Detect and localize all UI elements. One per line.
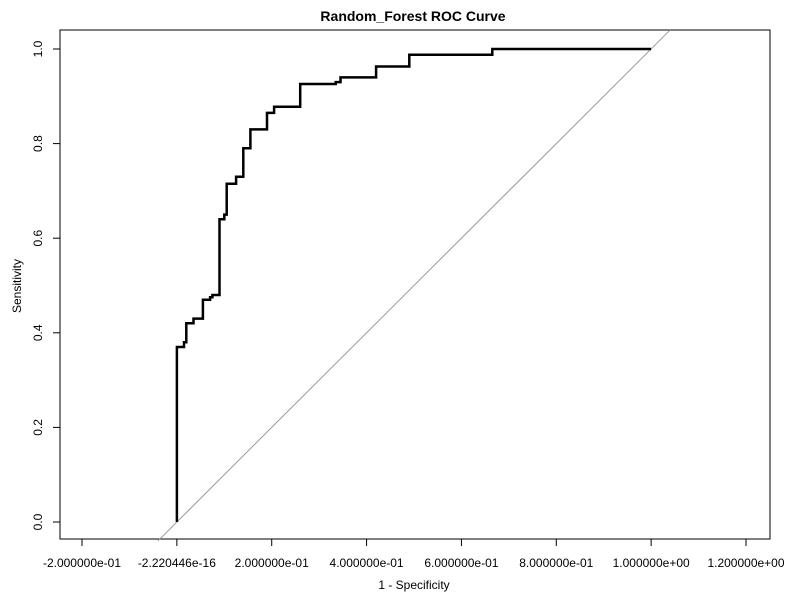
x-axis: -2.000000e-01 -2.220446e-16 2.000000e-01 4.… xyxy=(43,538,785,570)
y-tick-label: 0.4 xyxy=(31,324,45,341)
x-tick-label: 1.200000e+00 xyxy=(707,556,784,570)
x-tick-label: 1.000000e+00 xyxy=(613,556,690,570)
x-tick-label: 2.000000e-01 xyxy=(235,556,309,570)
y-tick-label: 0.0 xyxy=(31,513,45,530)
diagonal-reference-line xyxy=(157,29,671,542)
x-tick-label: -2.220446e-16 xyxy=(138,556,216,570)
y-tick-label: 0.8 xyxy=(31,135,45,152)
y-tick-label: 0.6 xyxy=(31,230,45,247)
chart-title: Random_Forest ROC Curve xyxy=(320,8,505,24)
y-axis-label: Sensitivity xyxy=(10,259,24,313)
y-tick-label: 0.2 xyxy=(31,419,45,436)
x-axis-label: 1 - Specificity xyxy=(378,578,449,592)
y-axis: 0.0 0.2 0.4 0.6 0.8 1.0 xyxy=(31,40,61,530)
x-tick-label: 6.000000e-01 xyxy=(424,556,498,570)
x-tick-label: 8.000000e-01 xyxy=(519,556,593,570)
roc-curve-line xyxy=(175,47,652,522)
x-tick-label: 4.000000e-01 xyxy=(330,556,404,570)
x-tick-label: -2.000000e-01 xyxy=(43,556,121,570)
y-tick-label: 1.0 xyxy=(31,40,45,57)
